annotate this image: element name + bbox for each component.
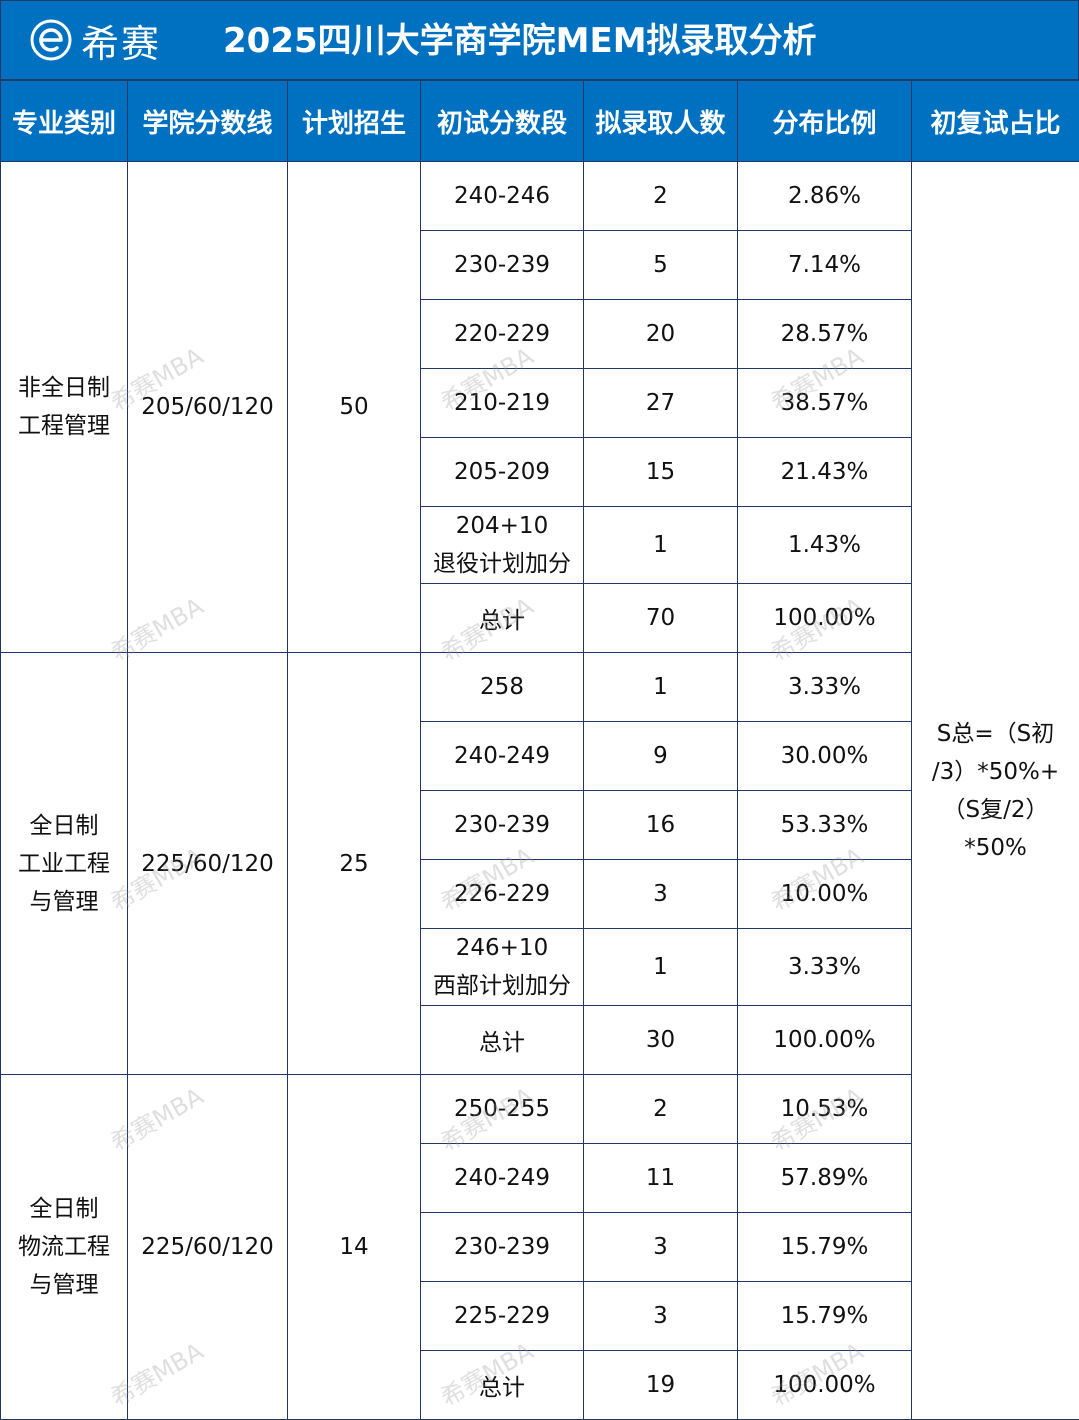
admit-count: 27: [584, 369, 738, 438]
column-header: 分布比例: [738, 81, 912, 162]
ratio: 15.79%: [738, 1282, 912, 1351]
admit-count: 1: [584, 653, 738, 722]
ratio: 7.14%: [738, 231, 912, 300]
table-header-row: 专业类别 学院分数线 计划招生 初试分数段 拟录取人数 分布比例 初复试占比: [1, 81, 1079, 162]
cutoff-score: 205/60/120: [128, 162, 288, 653]
page-title: 2025四川大学商学院MEM拟录取分析: [223, 1, 817, 81]
score-range: 220-229: [421, 300, 584, 369]
admit-count: 20: [584, 300, 738, 369]
admit-count: 3: [584, 1282, 738, 1351]
score-range: 246+10 西部计划加分: [421, 929, 584, 1006]
score-range: 205-209: [421, 438, 584, 507]
ratio: 38.57%: [738, 369, 912, 438]
major-category: 全日制 工业工程 与管理: [1, 653, 128, 1075]
brand-logo-icon: [29, 18, 73, 62]
admit-count: 9: [584, 722, 738, 791]
ratio: 10.00%: [738, 860, 912, 929]
admit-count: 1: [584, 507, 738, 584]
ratio: 15.79%: [738, 1213, 912, 1282]
score-range: 230-239: [421, 1213, 584, 1282]
ratio: 3.33%: [738, 653, 912, 722]
ratio: 30.00%: [738, 722, 912, 791]
total-count: 30: [584, 1006, 738, 1075]
score-range: 240-249: [421, 1144, 584, 1213]
score-range: 204+10 退役计划加分: [421, 507, 584, 584]
ratio: 10.53%: [738, 1075, 912, 1144]
total-ratio: 100.00%: [738, 1351, 912, 1420]
score-range: 210-219: [421, 369, 584, 438]
score-range: 230-239: [421, 791, 584, 860]
major-category: 非全日制 工程管理: [1, 162, 128, 653]
total-ratio: 100.00%: [738, 584, 912, 653]
column-header: 初复试占比: [912, 81, 1079, 162]
column-header: 计划招生: [288, 81, 421, 162]
total-count: 19: [584, 1351, 738, 1420]
total-count: 70: [584, 584, 738, 653]
admit-count: 16: [584, 791, 738, 860]
ratio: 2.86%: [738, 162, 912, 231]
admit-count: 11: [584, 1144, 738, 1213]
admission-table: 专业类别 学院分数线 计划招生 初试分数段 拟录取人数 分布比例 初复试占比 非…: [0, 80, 1079, 1420]
score-range: 240-249: [421, 722, 584, 791]
brand-name: 希赛: [81, 13, 161, 68]
admit-count: 15: [584, 438, 738, 507]
major-category: 全日制 物流工程 与管理: [1, 1075, 128, 1420]
cutoff-score: 225/60/120: [128, 1075, 288, 1420]
admit-count: 2: [584, 1075, 738, 1144]
table-row: 非全日制 工程管理 205/60/120 50 240-246 2 2.86% …: [1, 162, 1079, 231]
admit-count: 3: [584, 1213, 738, 1282]
column-header: 拟录取人数: [584, 81, 738, 162]
admit-count: 5: [584, 231, 738, 300]
ratio: 28.57%: [738, 300, 912, 369]
total-ratio: 100.00%: [738, 1006, 912, 1075]
score-range: 258: [421, 653, 584, 722]
ratio: 1.43%: [738, 507, 912, 584]
total-label: 总计: [421, 584, 584, 653]
column-header: 学院分数线: [128, 81, 288, 162]
plan-count: 50: [288, 162, 421, 653]
column-header: 专业类别: [1, 81, 128, 162]
plan-count: 25: [288, 653, 421, 1075]
score-formula: S总=（S初 /3）*50%+ （S复/2） *50%: [912, 162, 1079, 1420]
ratio: 53.33%: [738, 791, 912, 860]
score-range: 226-229: [421, 860, 584, 929]
ratio: 3.33%: [738, 929, 912, 1006]
admit-count: 1: [584, 929, 738, 1006]
brand-logo: 希赛: [29, 15, 161, 65]
title-bar: 希赛 2025四川大学商学院MEM拟录取分析: [0, 0, 1079, 80]
score-range: 230-239: [421, 231, 584, 300]
score-range: 250-255: [421, 1075, 584, 1144]
plan-count: 14: [288, 1075, 421, 1420]
admit-count: 2: [584, 162, 738, 231]
ratio: 57.89%: [738, 1144, 912, 1213]
score-range: 240-246: [421, 162, 584, 231]
admit-count: 3: [584, 860, 738, 929]
total-label: 总计: [421, 1006, 584, 1075]
cutoff-score: 225/60/120: [128, 653, 288, 1075]
score-range: 225-229: [421, 1282, 584, 1351]
ratio: 21.43%: [738, 438, 912, 507]
total-label: 总计: [421, 1351, 584, 1420]
column-header: 初试分数段: [421, 81, 584, 162]
